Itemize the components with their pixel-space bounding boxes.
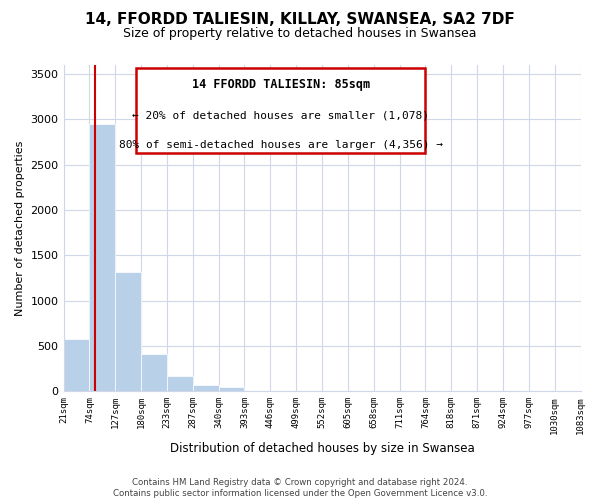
Bar	[141, 354, 167, 391]
Y-axis label: Number of detached properties: Number of detached properties	[15, 140, 25, 316]
Text: Size of property relative to detached houses in Swansea: Size of property relative to detached ho…	[123, 28, 477, 40]
Bar	[193, 385, 218, 391]
Bar	[115, 272, 141, 391]
Bar	[136, 68, 425, 153]
Text: 14, FFORDD TALIESIN, KILLAY, SWANSEA, SA2 7DF: 14, FFORDD TALIESIN, KILLAY, SWANSEA, SA…	[85, 12, 515, 28]
Text: 80% of semi-detached houses are larger (4,356) →: 80% of semi-detached houses are larger (…	[119, 140, 443, 150]
Bar	[89, 124, 115, 391]
Bar	[218, 386, 244, 391]
Text: Contains HM Land Registry data © Crown copyright and database right 2024.
Contai: Contains HM Land Registry data © Crown c…	[113, 478, 487, 498]
Bar	[64, 338, 89, 391]
X-axis label: Distribution of detached houses by size in Swansea: Distribution of detached houses by size …	[170, 442, 475, 455]
Text: ← 20% of detached houses are smaller (1,078): ← 20% of detached houses are smaller (1,…	[132, 110, 429, 120]
Text: 14 FFORDD TALIESIN: 85sqm: 14 FFORDD TALIESIN: 85sqm	[191, 78, 370, 91]
Bar	[167, 376, 193, 391]
